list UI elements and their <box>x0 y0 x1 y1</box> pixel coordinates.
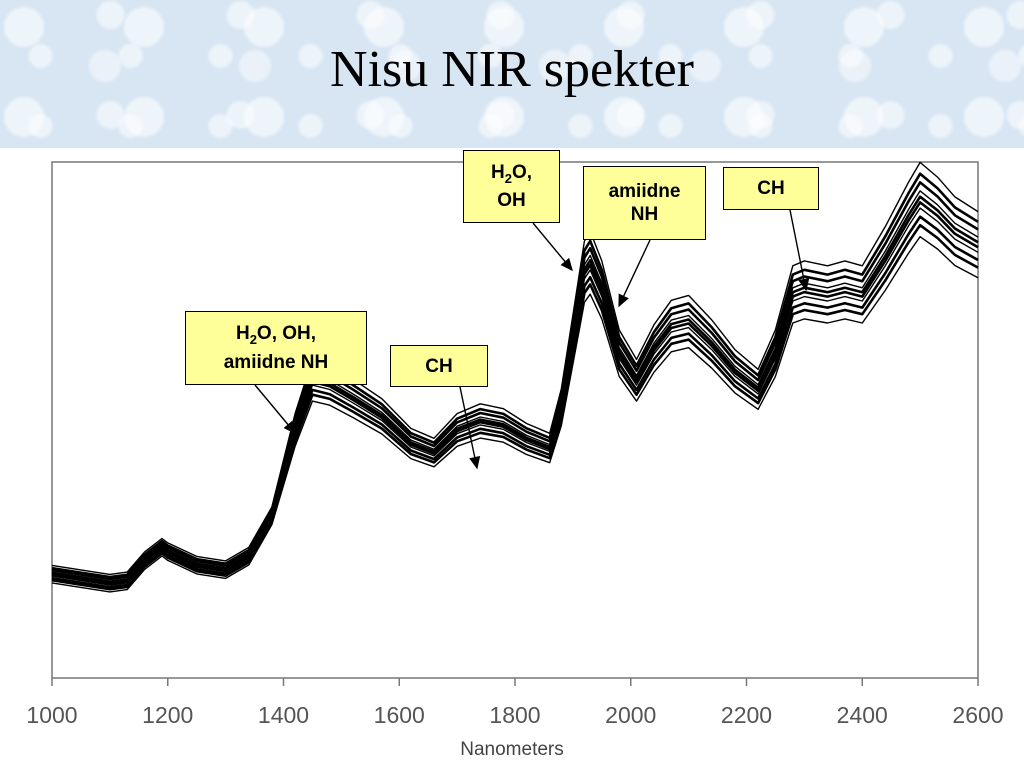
annotation-h2o-oh-box: H2O, OH <box>463 150 560 223</box>
annotation-text: amiidne <box>608 181 681 202</box>
annotation-arrow-2 <box>459 386 481 470</box>
subscript: 2 <box>504 170 512 186</box>
x-tick-label: 2600 <box>952 702 1003 728</box>
annotation-arrow-1 <box>254 384 296 435</box>
annotation-text: OH <box>497 190 526 212</box>
subscript: 2 <box>249 331 257 347</box>
annotation-h2o-oh-amide-nh-box: H2O, OH, amiidne NH <box>185 311 367 385</box>
chart-area: 1000 1200 1400 1600 1800 2000 2200 2400 2600 Nan… <box>0 148 1024 768</box>
x-tick-label: 2200 <box>721 702 772 728</box>
annotation-ch-box-1: CH <box>390 345 488 387</box>
annotation-text: CH <box>425 355 453 377</box>
x-tick-label: 2000 <box>605 702 656 728</box>
annotation-amide-nh-box: amiidne NH <box>583 166 706 240</box>
x-tick-label: 1200 <box>142 702 193 728</box>
x-tick-label: 1000 <box>26 702 77 728</box>
annotation-text: CH <box>757 178 785 199</box>
annotation-text: H <box>490 161 505 183</box>
annotation-text: H <box>235 323 250 345</box>
annotation-text: O, OH, <box>256 323 317 345</box>
x-axis-ticks: 1000 1200 1400 1600 1800 2000 2200 2400 2600 <box>26 678 1004 728</box>
spectrum-line-3 <box>51 215 979 589</box>
spectra-lines <box>51 161 979 593</box>
spectrum-line-9 <box>51 172 979 579</box>
annotation-text: O, <box>511 161 533 183</box>
annotation-arrows <box>254 209 810 470</box>
annotation-arrow-3 <box>532 222 573 272</box>
annotation-text: amiidne NH <box>223 351 329 373</box>
x-tick-label: 2400 <box>837 702 888 728</box>
x-tick-label: 1400 <box>258 702 309 728</box>
nir-spectrum-chart: 1000 1200 1400 1600 1800 2000 2200 2400 2600 Nan… <box>26 161 1004 760</box>
annotation-text: NH <box>630 204 659 225</box>
x-tick-label: 1800 <box>489 702 540 728</box>
annotation-arrow-5 <box>789 209 810 292</box>
x-axis-label: Nanometers <box>460 739 564 760</box>
spectrum-line-10 <box>51 161 979 576</box>
annotation-ch-box-2: CH <box>723 167 819 210</box>
x-tick-label: 1600 <box>374 702 425 728</box>
slide-title: Nisu NIR spekter <box>330 41 694 98</box>
annotation-arrow-4 <box>618 239 651 308</box>
